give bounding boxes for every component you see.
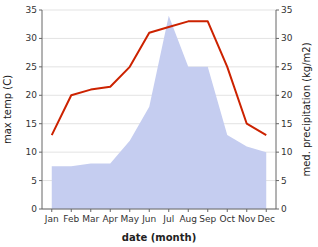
plot-area [52,16,267,209]
x-tick-label: Sep [199,214,216,224]
grid-line [42,209,276,210]
y-tick [39,123,42,124]
y-tick [39,38,42,39]
y2-axis-line [276,10,277,209]
x-tick [227,209,228,212]
y-axis-label: max temp (C) [2,75,13,144]
x-tick [266,209,267,212]
x-tick [149,209,150,212]
chart-svg: Jan FebMarAprMayJun Jul AugSepOctNovDec 0 5 10… [0,0,318,247]
y-axis-line [42,10,43,209]
axes: Jan FebMarAprMayJun Jul AugSepOctNovDec 0 5 10… [26,5,293,224]
y-tick [39,95,42,96]
y2-tick [276,66,279,67]
x-tick [246,209,247,212]
x-tick-label: May [120,214,139,224]
x-tick [129,209,130,212]
x-tick [188,209,189,212]
x-tick-label: Jun [141,214,156,224]
y2-tick-label: 5 [281,176,287,186]
grid-line [42,38,276,39]
y2-tick-label: 35 [281,5,292,15]
x-tick-label: Mar [82,214,99,224]
x-tick-label: Nov [238,214,256,224]
y-tick [39,10,42,11]
grid-line [42,10,276,11]
y-tick-label: 25 [26,62,37,72]
y2-tick-label: 25 [281,62,292,72]
grid [42,10,276,209]
y2-tick-label: 10 [281,147,293,157]
y-tick-label: 20 [26,90,38,100]
y2-tick-label: 20 [281,90,293,100]
y2-axis-label: med. precipitation (kg/m2) [301,42,312,176]
x-tick-label: Dec [258,214,275,224]
area-series [52,16,267,209]
y2-tick [276,95,279,96]
y2-tick [276,10,279,11]
y-tick-label: 35 [26,5,37,15]
y2-tick [276,38,279,39]
x-tick [207,209,208,212]
y-tick-label: 0 [31,204,37,214]
y-tick [39,152,42,153]
line-series [52,21,267,135]
y2-tick [276,123,279,124]
chart-container: Jan FebMarAprMayJun Jul AugSepOctNovDec 0 5 10… [0,0,318,247]
y-tick [39,66,42,67]
y2-tick [276,180,279,181]
x-tick [51,209,52,212]
x-tick [110,209,111,212]
y-tick [39,180,42,181]
y2-tick-label: 30 [281,33,293,43]
x-axis-label: date (month) [122,232,196,243]
y-tick-label: 10 [26,147,38,157]
y2-tick [276,209,279,210]
x-tick-label: Aug [179,214,197,224]
x-tick-label: Oct [219,214,235,224]
x-tick [71,209,72,212]
x-tick [168,209,169,212]
y-tick-label: 30 [26,33,38,43]
y2-tick [276,152,279,153]
x-tick-label: Jul [162,214,174,224]
y2-tick-label: 0 [281,204,287,214]
x-tick-label: Jan [44,214,59,224]
x-tick-label: Feb [63,214,79,224]
y-tick-label: 5 [31,176,37,186]
y2-tick-label: 15 [281,119,292,129]
y-tick [39,209,42,210]
y-tick-label: 15 [26,119,37,129]
x-axis-line [42,209,276,210]
x-tick [90,209,91,212]
x-tick-label: Apr [102,214,118,224]
